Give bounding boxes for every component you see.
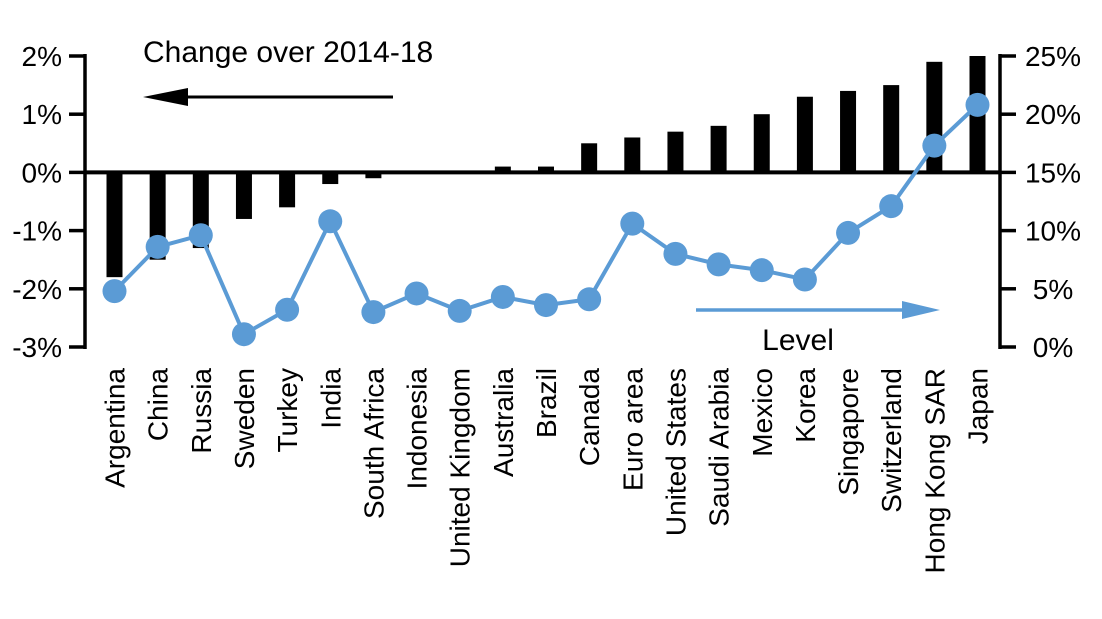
level-marker-united-states	[663, 241, 688, 266]
category-label: Mexico	[747, 368, 778, 457]
right-axis-tick-label: 20%	[1025, 99, 1081, 130]
left-axis-tick-label: 2%	[22, 41, 62, 72]
level-marker-japan	[965, 92, 990, 117]
left-axis-tick-label: -3%	[12, 332, 62, 363]
level-marker-brazil	[534, 293, 558, 318]
category-label: Australia	[488, 368, 519, 477]
category-label: Brazil	[531, 368, 562, 438]
bar-turkey	[279, 172, 296, 208]
bar-united-states	[667, 131, 684, 173]
left-axis-tick-label: 1%	[22, 99, 62, 130]
level-marker-russia	[188, 223, 213, 248]
category-label: Singapore	[833, 368, 864, 496]
right-series-label: Level	[762, 324, 834, 357]
bar-korea	[796, 96, 813, 173]
level-marker-turkey	[275, 297, 300, 322]
level-marker-south-africa	[361, 300, 386, 325]
category-label: Korea	[790, 368, 821, 443]
category-label: Indonesia	[402, 368, 433, 490]
category-label: Switzerland	[876, 368, 907, 513]
level-marker-united-kingdom	[447, 298, 472, 323]
category-label: Argentina	[100, 368, 131, 488]
bar-saudi-arabia	[710, 125, 727, 173]
category-label: South Africa	[358, 368, 389, 519]
level-marker-saudi-arabia	[706, 252, 731, 277]
level-marker-australia	[490, 284, 515, 309]
bar-canada	[581, 143, 598, 173]
level-marker-korea	[792, 267, 817, 292]
right-axis-tick-label: 25%	[1025, 41, 1081, 72]
category-label: Turkey	[272, 368, 303, 453]
bar-brazil	[538, 166, 554, 173]
category-label: Euro area	[617, 368, 648, 491]
level-marker-hong-kong-sar	[922, 133, 947, 158]
left-axis-tick-label: -2%	[12, 274, 62, 305]
category-label: Russia	[186, 368, 217, 454]
bar-south-africa	[365, 172, 382, 179]
bar-singapore	[840, 90, 857, 173]
left-arrow-icon	[143, 88, 188, 106]
level-marker-mexico	[749, 258, 774, 283]
left-axis-tick-label: -1%	[12, 216, 62, 247]
bar-sweden	[235, 172, 252, 219]
left-series-title: Change over 2014-18	[143, 36, 433, 69]
level-marker-indonesia	[404, 281, 429, 306]
right-axis-tick-label: 0%	[1033, 332, 1073, 363]
right-axis-tick-label: 15%	[1025, 157, 1081, 188]
right-axis-tick-label: 10%	[1025, 216, 1081, 247]
bar-india	[322, 172, 339, 185]
bar-australia	[494, 166, 511, 173]
bar-euro-area	[624, 137, 641, 173]
category-label: United Kingdom	[445, 368, 476, 567]
level-marker-india	[318, 209, 343, 234]
left-axis-tick-label: 0%	[22, 157, 62, 188]
level-marker-singapore	[836, 220, 861, 245]
category-label: Canada	[574, 368, 605, 467]
bar-mexico	[753, 114, 770, 173]
level-marker-sweden	[231, 322, 256, 347]
category-label: India	[315, 368, 346, 429]
bar-argentina	[106, 172, 123, 278]
right-arrow-icon	[902, 301, 940, 319]
right-axis-tick-label: 5%	[1033, 274, 1073, 305]
level-marker-canada	[577, 287, 602, 312]
level-marker-euro-area	[620, 211, 645, 236]
category-label: United States	[660, 368, 691, 536]
category-label: China	[143, 368, 174, 442]
category-label: Japan	[963, 368, 994, 444]
category-label: Sweden	[229, 368, 260, 469]
level-marker-switzerland	[879, 194, 904, 219]
bar-switzerland	[883, 85, 900, 173]
category-label: Saudi Arabia	[704, 368, 735, 527]
level-marker-argentina	[102, 279, 127, 304]
level-marker-china	[145, 234, 170, 259]
category-label: Hong Kong SAR	[919, 368, 950, 573]
